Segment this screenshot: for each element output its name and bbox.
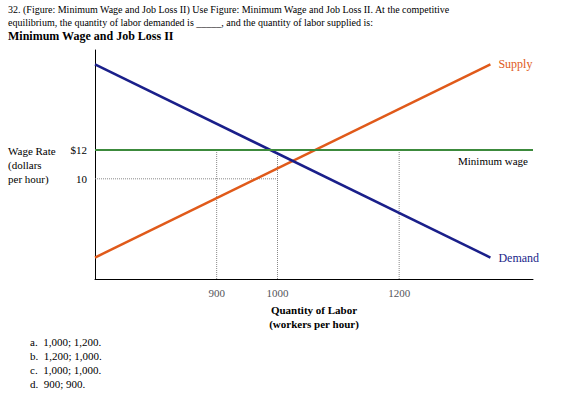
svg-text:Wage Rate: Wage Rate bbox=[8, 145, 56, 157]
svg-text:(dollars: (dollars bbox=[8, 159, 42, 172]
svg-text:equilibrium, the quantity of l: equilibrium, the quantity of labor deman… bbox=[8, 17, 373, 28]
svg-text:d. 900; 900.: d. 900; 900. bbox=[30, 378, 86, 390]
svg-text:per hour): per hour) bbox=[8, 173, 49, 186]
svg-text:Minimum wage: Minimum wage bbox=[458, 155, 528, 167]
svg-text:Minimum Wage and Job Loss II: Minimum Wage and Job Loss II bbox=[8, 29, 174, 43]
svg-text:b. 1,200; 1,000.: b. 1,200; 1,000. bbox=[30, 350, 102, 362]
svg-text:1000: 1000 bbox=[267, 287, 290, 299]
svg-text:c. 1,000; 1,000.: c. 1,000; 1,000. bbox=[30, 364, 101, 376]
svg-text:Supply: Supply bbox=[498, 57, 532, 71]
svg-text:Quantity of Labor: Quantity of Labor bbox=[271, 304, 357, 316]
svg-text:a. 1,000; 1,200.: a. 1,000; 1,200. bbox=[30, 336, 101, 348]
svg-text:10: 10 bbox=[76, 173, 88, 185]
svg-text:32. (Figure: Minimum Wage and: 32. (Figure: Minimum Wage and Job Loss I… bbox=[8, 4, 450, 16]
svg-text:Demand: Demand bbox=[498, 251, 539, 265]
svg-text:1200: 1200 bbox=[388, 287, 411, 299]
svg-text:900: 900 bbox=[208, 287, 225, 299]
svg-text:(workers per hour): (workers per hour) bbox=[269, 318, 359, 331]
svg-text:$12: $12 bbox=[71, 144, 88, 156]
